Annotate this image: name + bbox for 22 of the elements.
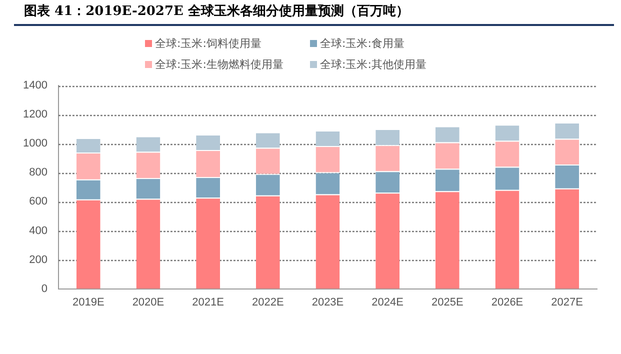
x-tick-label: 2025E [432,296,464,308]
legend-label: 全球:玉米:食用量 [320,36,404,51]
y-tick-label: 200 [29,254,48,266]
legend-label: 全球:玉米:生物燃料使用量 [155,57,284,72]
y-tick-label: 800 [29,166,48,179]
y-tick-label: 1400 [22,80,48,92]
x-tick-label: 2022E [252,296,284,308]
x-tick-label: 2019E [72,296,104,308]
y-tick-label: 0 [41,282,48,295]
x-tick-label: 2027E [551,296,583,308]
y-tick-label: 400 [29,224,48,237]
x-tick-label: 2020E [132,296,164,308]
legend-label: 全球:玉米:饲料使用量 [155,36,262,51]
chart-title: 图表 41：2019E-2027E 全球玉米各细分使用量预测（百万吨） [24,3,409,20]
y-tick-label: 1000 [22,138,48,150]
x-tick-label: 2023E [312,296,344,308]
y-tick-label: 600 [29,196,48,208]
x-tick-label: 2024E [372,296,404,308]
y-tick-label: 1200 [22,108,48,121]
x-tick-label: 2026E [491,296,524,308]
x-tick-label: 2021E [192,296,224,308]
legend-label: 全球:玉米:其他使用量 [320,57,426,72]
